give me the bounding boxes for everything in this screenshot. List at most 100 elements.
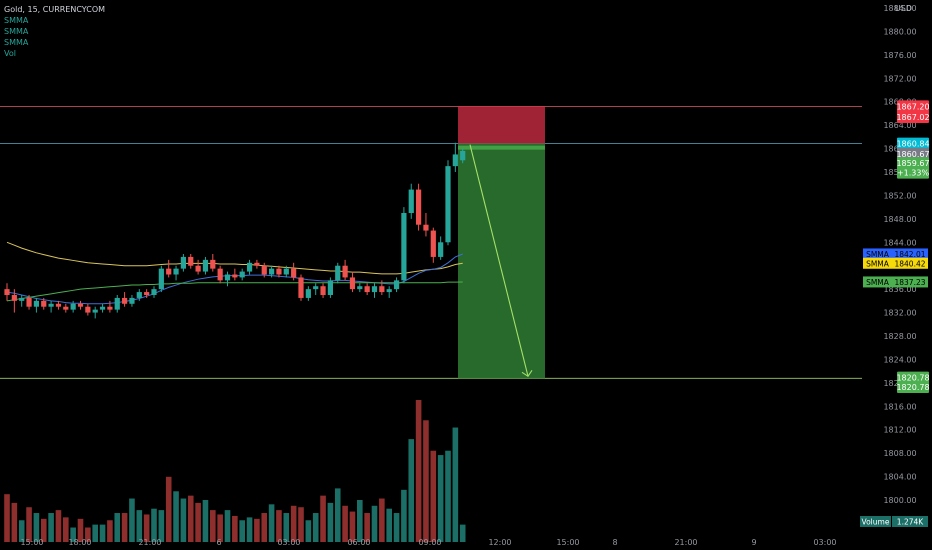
- candle-body: [151, 289, 157, 295]
- candle-body: [342, 265, 348, 278]
- candle-body: [254, 262, 260, 266]
- candle-body: [210, 259, 216, 269]
- price-tag-text: 1860.67: [896, 150, 929, 159]
- price-tag-bg: [897, 147, 929, 160]
- price-tag-text: 1867.20: [896, 102, 929, 111]
- price-axis[interactable]: 1884.001880.001876.001872.001868.001864.…: [883, 4, 916, 505]
- volume-bar: [165, 476, 172, 542]
- x-tick-label: 09:00: [418, 538, 441, 547]
- volume-bar: [195, 502, 201, 542]
- candle-body: [416, 189, 422, 225]
- candle-body: [320, 286, 326, 295]
- volume-bar: [114, 513, 121, 542]
- smma-tag-value-bg: [892, 276, 928, 288]
- currency-label: USD: [894, 4, 912, 13]
- candle: [70, 300, 76, 313]
- candle-body: [298, 277, 304, 298]
- candle-body: [33, 300, 39, 307]
- candle-body: [357, 286, 363, 290]
- y-tick-label: 1808.00: [883, 449, 916, 458]
- price-tag: +1.33%: [897, 166, 929, 179]
- volume-bar: [298, 507, 304, 542]
- volume-bar: [40, 518, 47, 542]
- candle: [305, 286, 311, 301]
- indicator-smma-1[interactable]: SMMA: [4, 16, 29, 25]
- volume-bar: [63, 517, 69, 542]
- candle: [158, 265, 164, 293]
- volume-bar: [290, 505, 297, 542]
- candle: [246, 259, 253, 275]
- candle-body: [239, 271, 245, 278]
- smma-tag: SMMA 1840.42: [863, 257, 928, 269]
- candle-body: [452, 154, 458, 167]
- indicator-smma-2[interactable]: SMMA: [4, 27, 29, 36]
- candle-body: [4, 289, 10, 295]
- y-tick-label: 1800.00: [883, 496, 916, 505]
- volume-bar: [437, 455, 444, 542]
- volume-bar: [232, 515, 238, 542]
- candle-body: [445, 166, 451, 243]
- candle: [63, 303, 69, 313]
- candle-body: [386, 289, 392, 293]
- x-tick-label: 12:00: [488, 538, 511, 547]
- candle: [151, 286, 157, 298]
- volume-bar: [158, 510, 165, 542]
- candle-body: [379, 286, 385, 293]
- volume-bar: [283, 513, 290, 542]
- x-tick-label: 9: [751, 538, 756, 547]
- target-zone: [458, 143, 545, 379]
- candle: [408, 183, 414, 219]
- volume-bar: [320, 495, 326, 542]
- candle: [4, 283, 10, 301]
- volume-bar: [445, 450, 451, 542]
- indicator-smma-3[interactable]: SMMA: [4, 38, 29, 47]
- candle-body: [438, 242, 444, 257]
- candle: [445, 160, 451, 246]
- volume-bar: [393, 513, 400, 542]
- candle-body: [122, 297, 128, 304]
- candle: [261, 262, 267, 278]
- price-tag: 1860.84: [896, 137, 930, 150]
- smma-tag-value-bg: [892, 257, 928, 269]
- candle-body: [26, 297, 32, 307]
- candle: [92, 306, 98, 319]
- smma-tag: SMMA 1842.01: [863, 248, 928, 260]
- candle: [386, 286, 392, 298]
- volume-bar: [210, 510, 216, 542]
- volume-bar: [239, 520, 245, 542]
- x-tick-label: 6: [216, 538, 221, 547]
- symbol-title[interactable]: Gold, 15, CURRENCYCOM: [4, 5, 106, 14]
- x-tick-label: 21:00: [138, 538, 161, 547]
- volume-bar: [254, 518, 260, 542]
- volume-tag-value: 1.274K: [897, 518, 924, 527]
- indicator-vol[interactable]: Vol: [4, 49, 16, 58]
- volume-bar: [85, 527, 91, 542]
- x-tick-label: 8: [612, 538, 617, 547]
- candle-body: [173, 268, 179, 275]
- y-tick-label: 1884.00: [883, 4, 916, 13]
- candle-body: [114, 297, 120, 310]
- candle: [85, 303, 91, 316]
- price-tag-text: 1820.78: [896, 374, 929, 383]
- y-tick-label: 1844.00: [883, 238, 916, 247]
- volume-bar: [459, 524, 466, 542]
- candle: [401, 207, 407, 284]
- candle-body: [401, 213, 407, 281]
- price-tag-bg: [897, 137, 929, 150]
- candle: [144, 289, 150, 298]
- price-tag-text: 1860.84: [896, 140, 929, 149]
- y-tick-label: 1832.00: [883, 309, 916, 318]
- candle: [55, 300, 62, 310]
- time-axis[interactable]: 15:00 18:00 21:00 6 03:00 06:00 09:00 12:00 15:0…: [20, 538, 836, 547]
- smma-tag-value-bg: [892, 248, 928, 260]
- candle: [77, 300, 84, 310]
- volume-bar: [136, 510, 143, 542]
- candle: [26, 295, 32, 310]
- volume-bar: [143, 514, 150, 542]
- x-tick-label: 21:00: [674, 538, 697, 547]
- volume-bar: [18, 520, 25, 542]
- volume-tag-value-bg: [892, 516, 928, 527]
- candle: [327, 277, 333, 298]
- volume-tag-name: Volume: [862, 518, 890, 527]
